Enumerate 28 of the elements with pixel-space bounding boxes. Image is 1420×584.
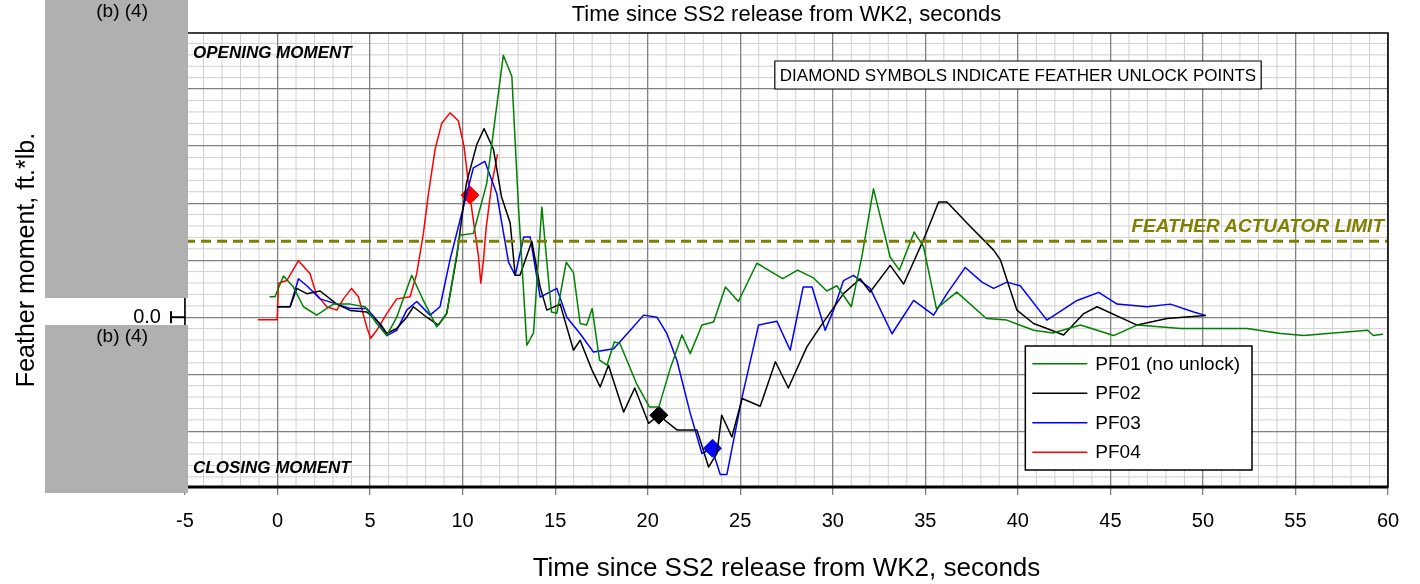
annotation: DIAMOND SYMBOLS INDICATE FEATHER UNLOCK POINTS bbox=[779, 65, 1257, 85]
redaction-block: (b) (4) bbox=[45, 325, 188, 493]
x-tick-label: 45 bbox=[1099, 508, 1122, 531]
legend-label: PF04 bbox=[1095, 441, 1142, 463]
chart-title: Time since SS2 release from WK2, seconds bbox=[571, 1, 1002, 27]
legend-label: PF01 (no unlock) bbox=[1095, 352, 1241, 374]
x-axis-title: Time since SS2 release from WK2, seconds bbox=[532, 551, 1041, 582]
x-tick-label: 60 bbox=[1376, 508, 1400, 531]
text: 0.0 bbox=[133, 304, 161, 327]
x-tick-label: 40 bbox=[1006, 508, 1029, 531]
x-tick-label: 15 bbox=[544, 508, 567, 531]
legend-label: PF02 bbox=[1095, 382, 1141, 404]
x-tick-label: 5 bbox=[364, 508, 376, 531]
text: Feather moment, ft.*lb. bbox=[10, 132, 39, 388]
x-tick-label: 30 bbox=[821, 508, 844, 531]
x-tick-label: 55 bbox=[1284, 508, 1307, 531]
annotation: OPENING MOMENT bbox=[193, 42, 354, 62]
x-tick-label: 50 bbox=[1191, 508, 1215, 531]
x-tick-label: 0 bbox=[271, 508, 284, 531]
x-tick-label: -5 bbox=[176, 508, 194, 531]
x-tick-label: 20 bbox=[636, 508, 659, 531]
ref-line-label: FEATHER ACTUATOR LIMIT bbox=[1131, 214, 1386, 236]
redaction-block: (b) (4) bbox=[45, 0, 188, 298]
legend-label: PF03 bbox=[1095, 411, 1141, 433]
annotation: CLOSING MOMENT bbox=[193, 457, 353, 477]
x-tick-label: 25 bbox=[729, 508, 752, 531]
x-tick-label: 10 bbox=[451, 508, 474, 531]
x-tick-label: 35 bbox=[914, 508, 937, 531]
